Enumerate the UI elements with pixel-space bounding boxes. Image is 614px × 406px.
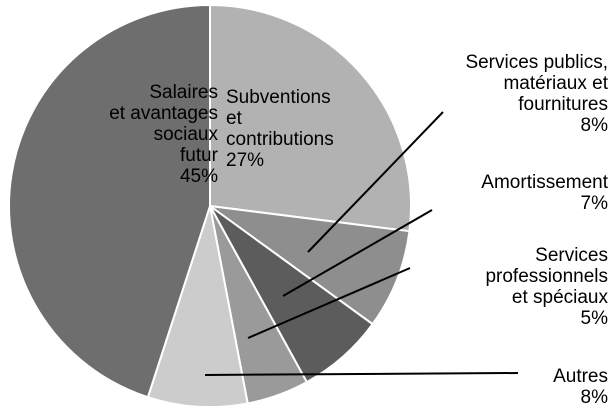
pie-slice (209, 205, 411, 326)
slice-label: Subventions et contributions 27% (226, 87, 334, 171)
value-label: 8% (580, 115, 608, 136)
slice-label: Salaires et avantages sociaux futur 45% (109, 82, 218, 187)
pie-slice (146, 205, 249, 406)
value-label: 5% (580, 308, 608, 329)
category-label: Services publics, matériaux et fournitur… (465, 52, 608, 115)
value-label: 8% (580, 387, 608, 406)
category-label: Subventions et contributions (226, 87, 334, 150)
category-label: Salaires et avantages sociaux futur (109, 82, 218, 166)
leader-line (204, 372, 519, 376)
category-label: Autres (553, 366, 608, 387)
value-label: 45% (179, 166, 218, 187)
leader-line (282, 209, 433, 297)
leader-line (247, 267, 411, 339)
slice-label: Services publics, matériaux et fournitur… (465, 52, 608, 136)
value-label: 7% (580, 193, 608, 214)
leader-line (307, 111, 444, 253)
slice-label: Autres 8% (553, 366, 608, 406)
category-label: Services professionnels et spéciaux (485, 245, 608, 308)
slice-label: Amortissement 7% (481, 172, 608, 214)
value-label: 27% (226, 150, 265, 171)
category-label: Amortissement (481, 172, 608, 193)
slice-label: Services professionnels et spéciaux 5% (485, 245, 608, 329)
pie-slice (209, 3, 412, 233)
pie-slice (8, 3, 211, 399)
